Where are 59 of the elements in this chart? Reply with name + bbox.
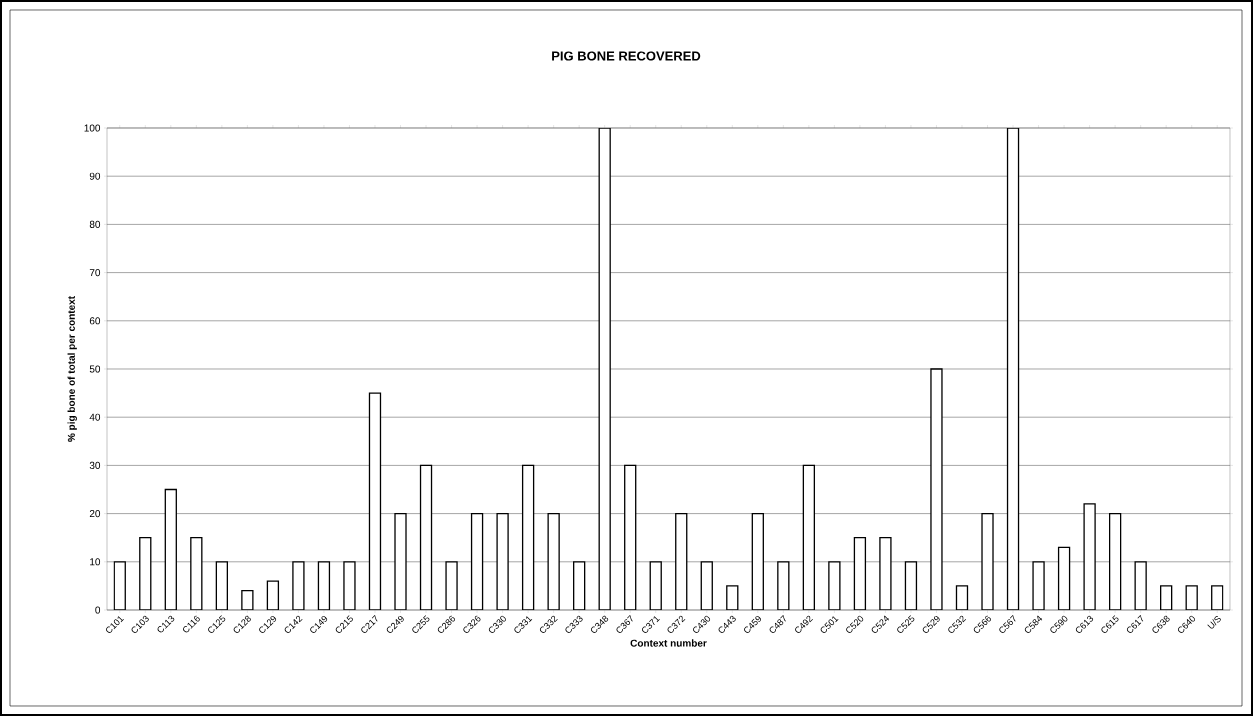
bar <box>241 590 254 610</box>
bar <box>904 561 918 610</box>
bar <box>547 512 560 610</box>
x-tick-label: U/S <box>1207 615 1221 629</box>
y-tick-label: 70 <box>89 269 101 277</box>
bar <box>853 537 867 610</box>
bar <box>675 512 688 610</box>
bar <box>955 585 969 610</box>
bar <box>700 561 713 610</box>
bar <box>139 537 152 610</box>
y-tick-label: 30 <box>89 461 101 469</box>
y-tick-label: 80 <box>89 220 101 228</box>
bar <box>292 561 305 610</box>
bar <box>1211 585 1224 610</box>
bar <box>649 561 662 610</box>
bar <box>496 512 509 610</box>
bar <box>777 561 790 610</box>
bar <box>1160 585 1173 610</box>
y-tick-label: 10 <box>90 558 101 566</box>
bar <box>981 512 994 610</box>
bar <box>343 561 356 610</box>
bar <box>1134 561 1147 610</box>
bar <box>1108 512 1122 610</box>
y-tick-label: 20 <box>89 510 101 518</box>
y-tick-label: 100 <box>84 124 101 132</box>
bar <box>598 128 611 610</box>
y-tick-label: 40 <box>89 413 101 421</box>
bar <box>1083 503 1096 610</box>
bar <box>113 561 126 610</box>
bar <box>802 464 816 610</box>
bar <box>317 561 331 610</box>
bar <box>879 537 892 610</box>
bar <box>215 561 228 610</box>
bar <box>624 464 637 610</box>
bar <box>1006 128 1020 610</box>
bar <box>266 580 280 610</box>
bar <box>828 561 841 610</box>
bar <box>751 512 764 610</box>
bar <box>1057 546 1071 610</box>
y-tick-label: 90 <box>89 172 101 180</box>
bar <box>394 512 407 610</box>
y-axis-title: % pig bone of total per context <box>67 296 77 442</box>
bar <box>1032 561 1045 610</box>
bar <box>470 512 484 610</box>
y-tick-label: 60 <box>89 317 101 325</box>
bar <box>164 488 177 610</box>
bar <box>190 537 203 610</box>
bar <box>1185 585 1198 610</box>
bar <box>930 368 943 610</box>
bar <box>368 392 382 610</box>
x-axis-title: Context number <box>630 639 707 647</box>
bar <box>521 464 535 610</box>
y-tick-label: 0 <box>95 606 101 614</box>
bar <box>445 561 458 610</box>
y-tick-label: 50 <box>89 365 101 373</box>
bar <box>419 464 433 610</box>
bar <box>726 585 739 610</box>
chart-title: PIG BONE RECOVERED <box>552 51 701 61</box>
bar <box>573 561 586 610</box>
